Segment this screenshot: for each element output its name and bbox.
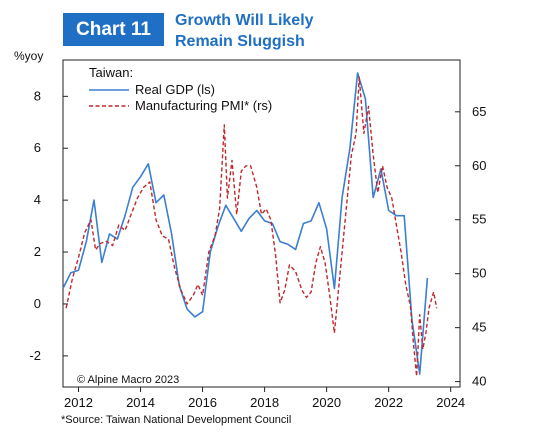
x-tick-label: 2012 (64, 395, 93, 410)
x-tick-label: 2014 (126, 395, 155, 410)
y-left-tick-label: 4 (34, 192, 41, 207)
plot-frame (62, 59, 461, 388)
y-right-tick-label: 40 (472, 374, 486, 389)
chart-title-line-1: Growth Will Likely (175, 12, 314, 29)
y-right-tick-label: 55 (472, 212, 486, 227)
x-tick-label: 2016 (188, 395, 217, 410)
chart-title-line-2: Remain Sluggish (175, 33, 305, 50)
x-tick-label: 2022 (374, 395, 403, 410)
y-left-tick-label: 6 (34, 140, 41, 155)
source-note: *Source: Taiwan National Development Cou… (61, 414, 292, 426)
y-left-tick-label: 0 (34, 296, 41, 311)
legend-label-pmi: Manufacturing PMI* (rs) (135, 98, 272, 113)
series-line-pmi (65, 76, 438, 377)
x-tick-label: 2018 (250, 395, 279, 410)
y-right-tick-label: 60 (472, 158, 486, 173)
copyright-watermark: © Alpine Macro 2023 (77, 374, 179, 386)
y-left-tick-label: 2 (34, 244, 41, 259)
chart-number-badge: Chart 11 (63, 13, 164, 46)
series-line-gdp (62, 72, 429, 375)
x-tick-label: 2024 (436, 395, 465, 410)
y-right-tick-label: 65 (472, 104, 486, 119)
y-right-tick-label: 50 (472, 266, 486, 281)
x-tick-label: 2020 (312, 395, 341, 410)
y-left-tick-label: 8 (34, 88, 41, 103)
legend-title: Taiwan: (89, 65, 133, 80)
y-right-tick-label: 45 (472, 320, 486, 335)
chart-title: Growth Will Likely Remain Sluggish (175, 10, 314, 52)
left-axis-label: %yoy (14, 49, 43, 63)
legend-label-gdp: Real GDP (ls) (135, 82, 215, 97)
y-left-tick-label: -2 (29, 348, 41, 363)
legend: Taiwan: Real GDP (ls) Manufacturing PMI*… (89, 65, 272, 113)
